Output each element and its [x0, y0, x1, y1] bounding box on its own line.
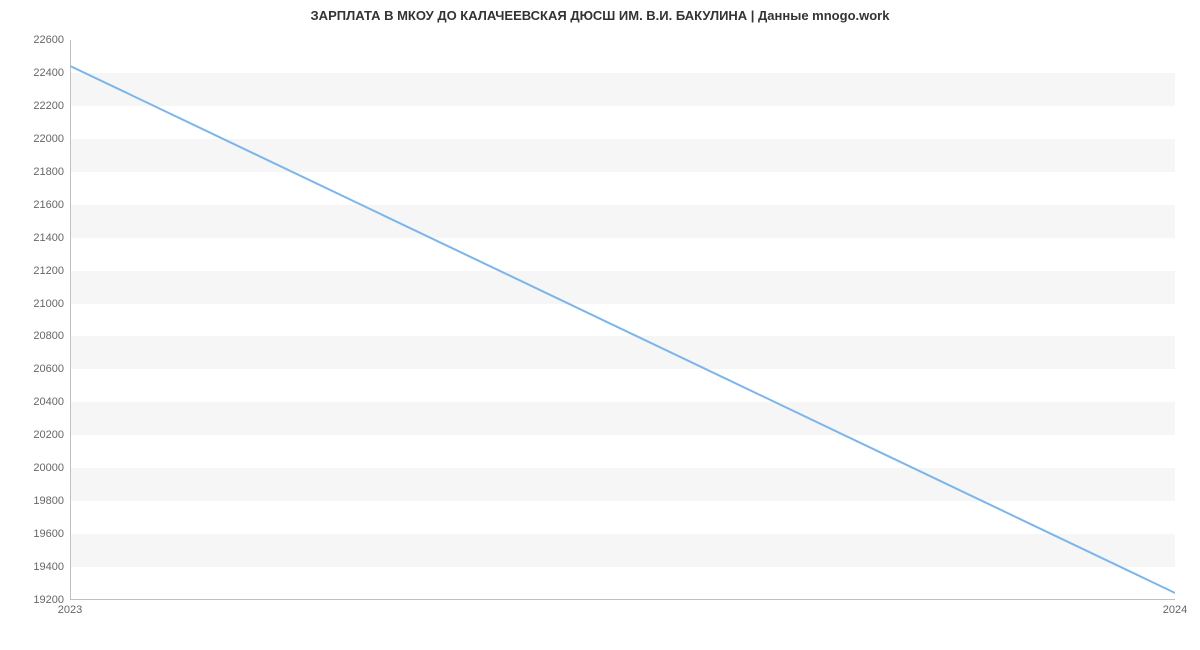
- y-tick-label: 20800: [0, 330, 70, 342]
- y-tick-label: 21400: [0, 232, 70, 244]
- y-tick-label: 19600: [0, 528, 70, 540]
- line-layer: [71, 40, 1175, 600]
- y-tick-label: 20000: [0, 462, 70, 474]
- y-tick-label: 20600: [0, 363, 70, 375]
- y-tick-label: 21600: [0, 199, 70, 211]
- y-tick-label: 22600: [0, 34, 70, 46]
- x-tick-label: 2024: [1163, 604, 1187, 616]
- x-axis-labels: 20232024: [70, 604, 1175, 624]
- chart-container: ЗАРПЛАТА В МКОУ ДО КАЛАЧЕЕВСКАЯ ДЮСШ ИМ.…: [0, 0, 1200, 650]
- series-line: [71, 66, 1175, 593]
- y-tick-label: 20200: [0, 429, 70, 441]
- plot-area: [70, 40, 1175, 600]
- x-tick-label: 2023: [58, 604, 82, 616]
- y-axis-labels: 1920019400196001980020000202002040020600…: [0, 40, 70, 600]
- y-tick-label: 20400: [0, 396, 70, 408]
- y-tick-label: 19800: [0, 495, 70, 507]
- y-tick-label: 22000: [0, 133, 70, 145]
- y-tick-label: 19400: [0, 561, 70, 573]
- y-tick-label: 21000: [0, 298, 70, 310]
- y-tick-label: 21200: [0, 265, 70, 277]
- y-tick-label: 21800: [0, 166, 70, 178]
- y-tick-label: 22400: [0, 67, 70, 79]
- y-tick-label: 22200: [0, 100, 70, 112]
- chart-title: ЗАРПЛАТА В МКОУ ДО КАЛАЧЕЕВСКАЯ ДЮСШ ИМ.…: [0, 8, 1200, 23]
